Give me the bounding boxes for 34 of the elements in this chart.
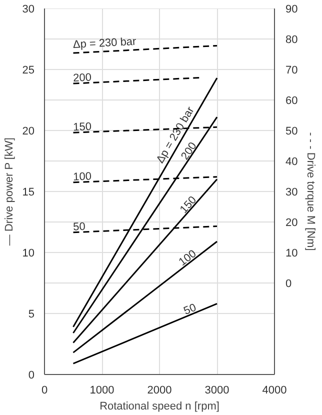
y-tick-label: 15 (22, 186, 35, 198)
series-label: 100 (72, 170, 92, 184)
y-tick-label: 30 (22, 4, 35, 16)
y2-tick-label: 80 (286, 34, 298, 46)
y2-tick-label: 20 (286, 217, 298, 229)
y2-tick-label: 30 (286, 186, 298, 198)
x-tick-label: 4000 (262, 384, 287, 396)
text: 150 (178, 194, 200, 216)
x-tick-label: 3000 (204, 384, 230, 396)
series-label: 150 (72, 120, 92, 134)
x-tick-label: 1000 (90, 384, 114, 396)
y2-tick-label: 10 (286, 248, 298, 260)
y2-tick-label: 40 (286, 156, 298, 168)
y-tick-label: 0 (28, 370, 35, 382)
y2-tick-label: 60 (286, 95, 298, 107)
series-label: Δp = 230 bar (72, 36, 137, 52)
y-tick-label: 5 (28, 308, 35, 320)
series-label: 200 (72, 72, 92, 85)
y-tick-label: 25 (22, 64, 35, 76)
y2-axis-title: - - - Drive torque M [Nm] (304, 132, 317, 251)
y-axis-title: — Drive power P [kW] (3, 138, 16, 246)
y-tick-label: 20 (22, 126, 35, 138)
x-axis-title: Rotational speed n [rpm] (100, 400, 220, 412)
y2-tick-label: 70 (286, 64, 298, 76)
y2-tick-label: 0 (286, 278, 292, 290)
series-label: 50 (72, 220, 86, 234)
y2-tick-label: 90 (286, 4, 298, 16)
y-tick-label: 10 (22, 248, 35, 260)
text: 200 (179, 140, 200, 162)
x-tick-label: 2000 (147, 384, 172, 396)
text: 100 (176, 248, 199, 269)
text: 50 (182, 302, 198, 318)
y2-tick-label: 50 (286, 126, 298, 138)
x-tick-label: 0 (41, 384, 48, 396)
